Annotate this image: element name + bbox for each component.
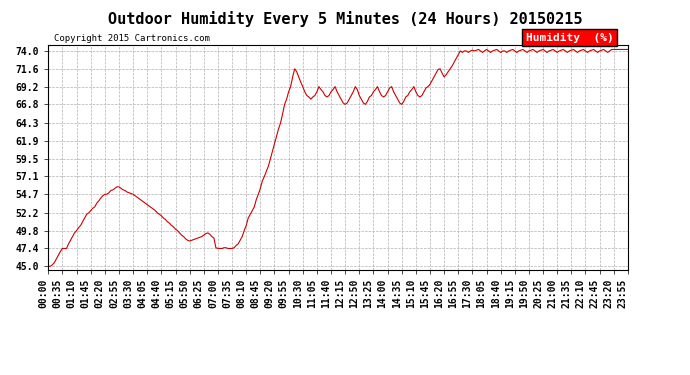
Text: Copyright 2015 Cartronics.com: Copyright 2015 Cartronics.com xyxy=(54,34,210,43)
Text: Outdoor Humidity Every 5 Minutes (24 Hours) 20150215: Outdoor Humidity Every 5 Minutes (24 Hou… xyxy=(108,11,582,27)
Text: Humidity  (%): Humidity (%) xyxy=(526,33,613,43)
